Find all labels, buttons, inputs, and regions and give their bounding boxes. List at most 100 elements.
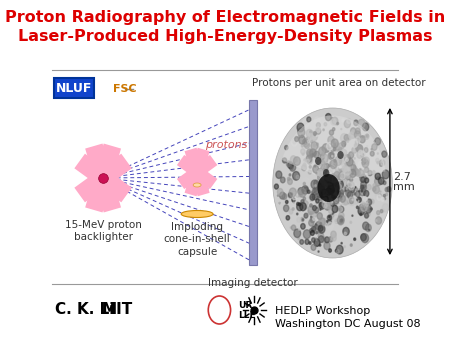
Circle shape <box>324 201 331 210</box>
Circle shape <box>377 161 379 164</box>
Circle shape <box>316 143 319 145</box>
Circle shape <box>292 139 297 146</box>
Circle shape <box>342 141 346 146</box>
Circle shape <box>315 224 317 226</box>
Circle shape <box>313 131 316 136</box>
Circle shape <box>368 171 372 176</box>
Circle shape <box>381 197 384 201</box>
Circle shape <box>338 191 341 194</box>
Circle shape <box>309 220 314 226</box>
Circle shape <box>333 178 339 186</box>
Circle shape <box>341 180 345 186</box>
Circle shape <box>343 227 349 236</box>
Circle shape <box>360 185 364 189</box>
Circle shape <box>319 218 325 226</box>
Circle shape <box>331 139 338 148</box>
Circle shape <box>332 215 338 222</box>
Circle shape <box>329 185 331 187</box>
Circle shape <box>353 168 359 175</box>
Circle shape <box>322 167 327 174</box>
Circle shape <box>320 202 324 208</box>
Text: NLUF: NLUF <box>55 81 92 95</box>
Text: Proton Radiography of Electromagnetic Fields in
Laser-Produced High-Energy-Densi: Proton Radiography of Electromagnetic Fi… <box>5 10 445 44</box>
Circle shape <box>323 203 327 208</box>
Circle shape <box>342 155 346 160</box>
Circle shape <box>367 185 371 190</box>
Circle shape <box>381 160 385 166</box>
Circle shape <box>364 213 369 218</box>
Circle shape <box>338 173 345 182</box>
Circle shape <box>326 185 327 186</box>
Circle shape <box>376 191 383 199</box>
Circle shape <box>347 188 348 190</box>
Circle shape <box>326 144 328 145</box>
Circle shape <box>323 190 327 195</box>
Circle shape <box>328 249 331 252</box>
Circle shape <box>338 207 342 212</box>
Circle shape <box>349 152 354 158</box>
Circle shape <box>322 189 326 195</box>
Circle shape <box>337 184 342 190</box>
Circle shape <box>350 197 351 198</box>
Circle shape <box>307 190 310 193</box>
Circle shape <box>338 216 344 225</box>
Circle shape <box>333 146 338 151</box>
Circle shape <box>273 108 392 258</box>
Circle shape <box>298 191 303 197</box>
Circle shape <box>301 200 304 203</box>
Circle shape <box>341 219 343 221</box>
Circle shape <box>294 158 298 162</box>
Circle shape <box>346 170 351 176</box>
Circle shape <box>320 218 326 226</box>
Circle shape <box>376 217 382 224</box>
Circle shape <box>310 130 312 134</box>
Circle shape <box>362 185 366 190</box>
Circle shape <box>343 148 345 151</box>
Circle shape <box>328 162 332 166</box>
Circle shape <box>347 191 349 193</box>
Circle shape <box>351 165 356 170</box>
Circle shape <box>312 196 315 199</box>
Circle shape <box>331 231 336 238</box>
Circle shape <box>321 199 325 204</box>
Circle shape <box>332 177 337 183</box>
Circle shape <box>377 153 378 154</box>
Wedge shape <box>282 116 386 183</box>
Circle shape <box>346 178 348 181</box>
Circle shape <box>306 159 309 163</box>
Circle shape <box>320 181 324 187</box>
Circle shape <box>354 158 355 159</box>
Circle shape <box>299 199 301 201</box>
Circle shape <box>340 173 345 179</box>
Circle shape <box>351 165 356 172</box>
Circle shape <box>324 237 329 243</box>
Circle shape <box>342 180 346 185</box>
Circle shape <box>329 184 333 189</box>
Circle shape <box>307 158 312 164</box>
Circle shape <box>290 156 297 163</box>
Circle shape <box>315 184 320 191</box>
Circle shape <box>351 128 356 135</box>
Circle shape <box>332 190 334 192</box>
Circle shape <box>341 178 346 186</box>
Circle shape <box>308 170 311 174</box>
Circle shape <box>304 213 308 218</box>
Circle shape <box>289 209 293 214</box>
Circle shape <box>349 132 354 139</box>
Circle shape <box>323 150 325 153</box>
Circle shape <box>339 159 340 161</box>
Circle shape <box>136 85 143 93</box>
Circle shape <box>338 180 340 184</box>
Circle shape <box>335 249 338 252</box>
Circle shape <box>336 179 342 186</box>
Circle shape <box>346 190 350 195</box>
Circle shape <box>306 214 308 216</box>
Circle shape <box>375 219 377 222</box>
Circle shape <box>310 216 312 218</box>
Circle shape <box>326 220 328 222</box>
Circle shape <box>315 190 318 193</box>
Circle shape <box>333 197 339 204</box>
Circle shape <box>291 193 293 195</box>
Circle shape <box>340 219 342 222</box>
Circle shape <box>317 213 322 219</box>
